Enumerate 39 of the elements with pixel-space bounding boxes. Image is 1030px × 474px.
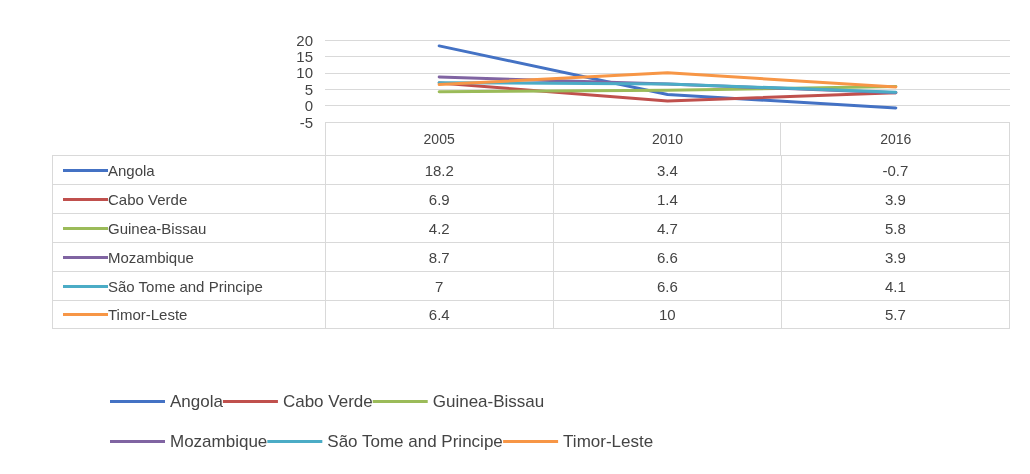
y-tick-label: 0 (304, 97, 313, 115)
data-label: 6.9 (325, 185, 554, 213)
data-label: 6.6 (553, 243, 782, 271)
text: Timor-Leste (563, 432, 654, 451)
data-label: 7 (325, 272, 554, 300)
data-label: -0.7 (781, 156, 1011, 184)
data-label: 6.4 (325, 301, 554, 328)
data-label: 6.6 (553, 272, 782, 300)
data-label: 5.8 (781, 214, 1011, 242)
text: São Tome and Principe (327, 432, 503, 451)
data-label: 4.2 (325, 214, 554, 242)
data-label: 5.7 (781, 301, 1011, 328)
legend-label: Angola (108, 161, 155, 179)
legend-label: Cabo Verde (108, 190, 188, 208)
text: Mozambique (170, 432, 268, 451)
text: Angola (170, 392, 223, 411)
data-label: 3.9 (781, 243, 1011, 271)
data-label: 4.7 (553, 214, 782, 242)
legend-label: Guinea-Bissau (108, 219, 207, 237)
legend-label: Mozambique (108, 248, 194, 266)
data-label: 18.2 (325, 156, 554, 184)
y-tick-label: 20 (296, 31, 313, 49)
data-label: 4.1 (781, 272, 1011, 300)
data-label: 10 (553, 301, 782, 328)
x-tick-label: 2010 (651, 131, 684, 147)
data-label: 8.7 (325, 243, 554, 271)
y-tick-label: 15 (296, 47, 313, 65)
y-tick-label: 5 (304, 80, 313, 98)
legend-label: Timor-Leste (108, 306, 188, 323)
text: Cabo Verde (282, 392, 373, 411)
data-label: 1.4 (553, 185, 782, 213)
data-label: 3.4 (553, 156, 782, 184)
data-label: 3.9 (781, 185, 1011, 213)
y-tick-label: -5 (299, 113, 313, 131)
x-tick-label: 2005 (423, 131, 455, 147)
y-tick-label: 10 (296, 64, 313, 82)
legend-label: São Tome and Principe (108, 277, 263, 295)
text: Guinea-Bissau (432, 392, 545, 411)
x-tick-label: 2016 (880, 131, 912, 147)
